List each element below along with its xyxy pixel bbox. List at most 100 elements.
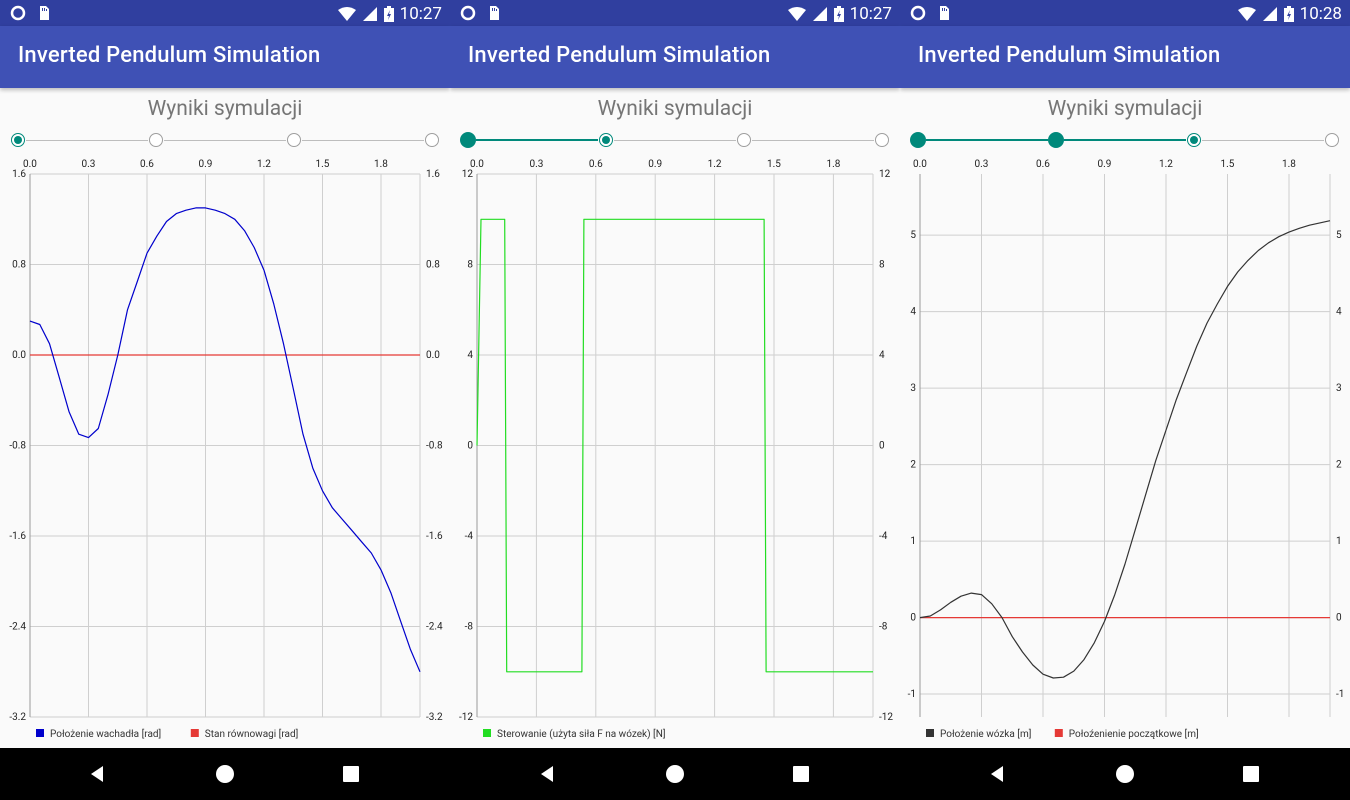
home-button[interactable] bbox=[213, 762, 237, 786]
recents-button[interactable] bbox=[789, 762, 813, 786]
status-time: 10:27 bbox=[849, 4, 892, 24]
stepper-step[interactable] bbox=[737, 133, 751, 147]
app-bar: Inverted Pendulum Simulation bbox=[450, 26, 900, 88]
status-time: 10:28 bbox=[1299, 4, 1342, 24]
back-icon bbox=[91, 766, 103, 782]
legend-swatch bbox=[926, 729, 934, 737]
wifi-icon bbox=[337, 7, 356, 21]
stepper-step[interactable] bbox=[1187, 133, 1201, 147]
y-tick-label-left: -4 bbox=[465, 531, 474, 542]
y-tick-label-right: -1.6 bbox=[426, 531, 443, 542]
x-tick-label: 1.5 bbox=[316, 159, 330, 170]
home-button[interactable] bbox=[663, 762, 687, 786]
stepper-step[interactable] bbox=[599, 133, 613, 147]
results-heading: Wyniki symulacji bbox=[147, 97, 303, 121]
x-tick-label: 0.9 bbox=[1098, 159, 1112, 170]
recents-button[interactable] bbox=[1239, 762, 1263, 786]
screens-container: 10:27 Inverted Pendulum Simulation Wynik… bbox=[0, 0, 1350, 748]
x-tick-label: 1.2 bbox=[1159, 159, 1173, 170]
stepper-step[interactable] bbox=[1325, 133, 1339, 147]
y-tick-label-right: 8 bbox=[879, 260, 885, 271]
x-tick-label: 0.6 bbox=[589, 159, 603, 170]
chart-grid bbox=[29, 173, 421, 718]
legend-label: Położenie wachadła [rad] bbox=[50, 728, 161, 740]
stepper-step[interactable] bbox=[425, 133, 439, 147]
stepper-step[interactable] bbox=[11, 133, 25, 147]
y-tick-label-right: 1 bbox=[1336, 536, 1342, 547]
x-tick-label: 0.0 bbox=[23, 159, 37, 170]
legend-label: Połoźenienie początkowe [m] bbox=[1069, 728, 1199, 740]
chart-grid bbox=[476, 173, 874, 718]
stepper-step[interactable] bbox=[287, 133, 301, 147]
sd-card-icon bbox=[490, 6, 499, 20]
x-tick-label: 1.2 bbox=[708, 159, 722, 170]
recents-icon bbox=[1243, 766, 1259, 782]
x-tick-label: 1.2 bbox=[257, 159, 271, 170]
results-chart[interactable]: 0.0 0.3 0.6 0.9 1.2 1.5 1.8 5 5 4 4 3 3 2 2 1 1 0 0 -1 -1 Poł… bbox=[900, 156, 1350, 748]
y-tick-label-left: -8 bbox=[465, 622, 474, 633]
app-bar: Inverted Pendulum Simulation bbox=[900, 26, 1350, 88]
battery-icon bbox=[833, 6, 844, 22]
y-tick-label-right: -12 bbox=[879, 712, 893, 723]
back-button[interactable] bbox=[536, 762, 560, 786]
home-icon bbox=[666, 765, 684, 783]
y-tick-label-right: 0.8 bbox=[426, 260, 440, 271]
recents-button[interactable] bbox=[339, 762, 363, 786]
y-tick-label-right: -4 bbox=[879, 531, 888, 542]
x-tick-label: 0.3 bbox=[529, 159, 543, 170]
recents-icon bbox=[793, 766, 809, 782]
x-tick-label: 1.8 bbox=[826, 159, 840, 170]
x-tick-label: 0.9 bbox=[199, 159, 213, 170]
x-tick-label: 1.5 bbox=[1221, 159, 1235, 170]
back-button[interactable] bbox=[986, 762, 1010, 786]
y-tick-label-right: 4 bbox=[879, 350, 885, 361]
signal-icon bbox=[1262, 7, 1277, 21]
stepper-connector bbox=[1064, 139, 1186, 141]
chart-legend: Położenie wachadła [rad] Stan równowagi [… bbox=[36, 728, 298, 740]
y-tick-label-right: 5 bbox=[1336, 230, 1342, 241]
x-tick-label: 0.3 bbox=[82, 159, 96, 170]
stepper-step[interactable] bbox=[910, 132, 926, 148]
status-bar: 10:27 bbox=[450, 0, 900, 26]
y-tick-label-left: -1 bbox=[908, 689, 916, 700]
x-tick-label: 0.0 bbox=[470, 159, 484, 170]
results-chart[interactable]: 0.0 0.3 0.6 0.9 1.2 1.5 1.8 1.6 1.6 0.8 0.8 0.0 0.0 -… bbox=[0, 156, 450, 748]
legend-label: Stan równowagi [rad] bbox=[205, 728, 298, 740]
line-chart[interactable]: 0.0 0.3 0.6 0.9 1.2 1.5 1.8 12 12 8 8 4 4 0 0 -4 -4 -8 -8 -… bbox=[450, 156, 900, 748]
line-chart[interactable]: 0.0 0.3 0.6 0.9 1.2 1.5 1.8 1.6 1.6 0.8 0.8 0.0 0.0 -… bbox=[0, 156, 450, 748]
y-tick-label-right: 3 bbox=[1336, 383, 1342, 394]
y-tick-label-left: 0.0 bbox=[12, 350, 26, 361]
y-tick-label-left: -0.8 bbox=[9, 441, 26, 452]
y-tick-label-left: 3 bbox=[910, 383, 916, 394]
chart-stepper bbox=[0, 128, 450, 154]
stepper-step[interactable] bbox=[875, 133, 889, 147]
legend-label: Położenie wózka [m] bbox=[940, 728, 1031, 740]
stepper-step[interactable] bbox=[149, 133, 163, 147]
y-tick-label-left: 0.8 bbox=[12, 260, 26, 271]
y-tick-label-right: 0.0 bbox=[426, 350, 440, 361]
x-tick-label: 0.3 bbox=[975, 159, 989, 170]
y-tick-label-left: 1 bbox=[910, 536, 916, 547]
x-tick-label: 1.8 bbox=[374, 159, 388, 170]
status-bar: 10:27 bbox=[0, 0, 450, 26]
status-bar: 10:28 bbox=[900, 0, 1350, 26]
y-tick-label-right: 4 bbox=[1336, 307, 1342, 318]
app-bar: Inverted Pendulum Simulation bbox=[0, 26, 450, 88]
legend-swatch bbox=[483, 729, 491, 737]
home-icon bbox=[1116, 765, 1134, 783]
results-chart[interactable]: 0.0 0.3 0.6 0.9 1.2 1.5 1.8 12 12 8 8 4 4 0 0 -4 -4 -8 -8 -… bbox=[450, 156, 900, 748]
chart-legend: Położenie wózka [m] Połoźenienie początko… bbox=[926, 728, 1199, 740]
sd-card-icon bbox=[40, 6, 49, 20]
x-tick-label: 0.9 bbox=[648, 159, 662, 170]
x-tick-label: 1.8 bbox=[1282, 159, 1296, 170]
stepper-step[interactable] bbox=[1048, 132, 1064, 148]
navigation-bar bbox=[0, 748, 1350, 800]
stepper-step[interactable] bbox=[460, 132, 476, 148]
notification-icon bbox=[460, 5, 476, 21]
notification-icon bbox=[910, 5, 926, 21]
home-button[interactable] bbox=[1113, 762, 1137, 786]
back-button[interactable] bbox=[86, 762, 110, 786]
series-line bbox=[919, 220, 1331, 679]
y-tick-label-left: 0 bbox=[910, 613, 916, 624]
line-chart[interactable]: 0.0 0.3 0.6 0.9 1.2 1.5 1.8 5 5 4 4 3 3 2 2 1 1 0 0 -1 -1 Poł… bbox=[900, 156, 1350, 748]
